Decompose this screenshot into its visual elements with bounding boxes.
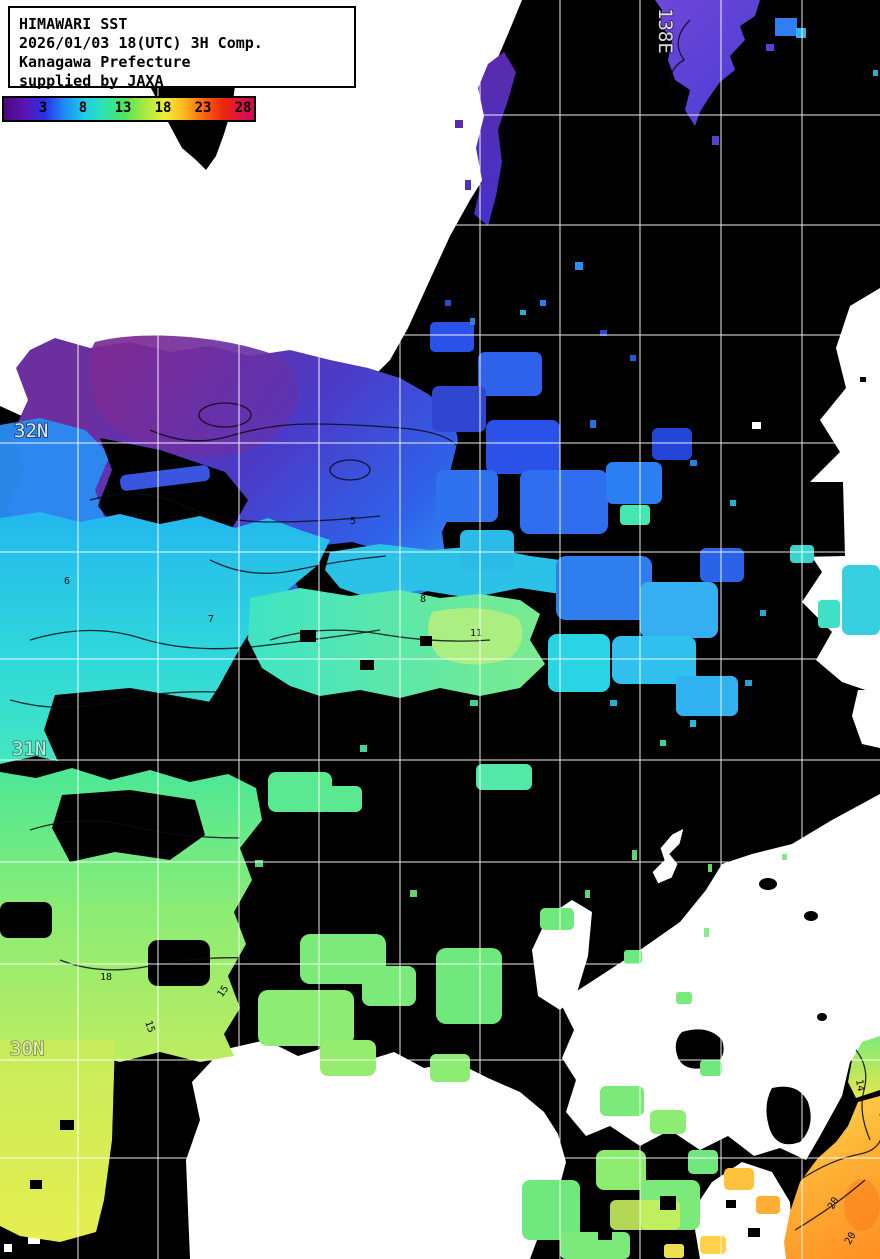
contour-label: 5: [350, 516, 356, 527]
contour-label: 18: [100, 972, 112, 983]
contour-label: 15: [142, 1019, 156, 1034]
contour-label: 20: [826, 1196, 842, 1212]
land-cloud-holes: [675, 482, 845, 1237]
temperature-colorbar: 3 8 13 18 23 28: [2, 96, 256, 122]
contour-label: 6: [64, 576, 70, 587]
title-box: HIMAWARI SST 2026/01/03 18(UTC) 3H Comp.…: [8, 6, 356, 90]
colorbar-tick: 18: [154, 100, 172, 116]
datetime-line: 2026/01/03 18(UTC) 3H Comp.: [19, 34, 263, 52]
colorbar-tick: 3: [38, 100, 48, 116]
isotherm-contours: [9, 19, 880, 1231]
contour-label: 13: [300, 694, 312, 705]
grid-labels: 32N 31N 30N 138E: [9, 7, 677, 1061]
credit-line: supplied by JAXA: [19, 72, 164, 90]
colorbar-tick: 13: [114, 100, 132, 116]
bottom-green-cluster: [522, 1150, 718, 1259]
colorbar-tick: 28: [234, 100, 252, 116]
lat-label-31n: 31N: [12, 738, 46, 760]
region-line: Kanagawa Prefecture: [19, 53, 191, 71]
lon-label-138e: 138E: [654, 8, 676, 54]
contour-label: 11: [470, 628, 482, 639]
product-name: HIMAWARI SST: [19, 15, 128, 33]
contour-label: 8: [420, 594, 426, 605]
lat-label-32n: 32N: [14, 420, 48, 442]
colorbar-tick: 8: [78, 100, 88, 116]
lat-label-30n: 30N: [10, 1038, 44, 1060]
pixel-speckles: [255, 70, 878, 937]
colorbar-tick: 23: [194, 100, 212, 116]
contour-label: 20: [843, 1231, 859, 1247]
scattered-blue-patches: [430, 262, 880, 716]
contour-label: 7: [208, 614, 214, 625]
contour-labels: 5 6 7 8 11 13 15 15 18 14 20 20: [64, 516, 866, 1247]
contour-label: 14: [853, 1079, 866, 1093]
